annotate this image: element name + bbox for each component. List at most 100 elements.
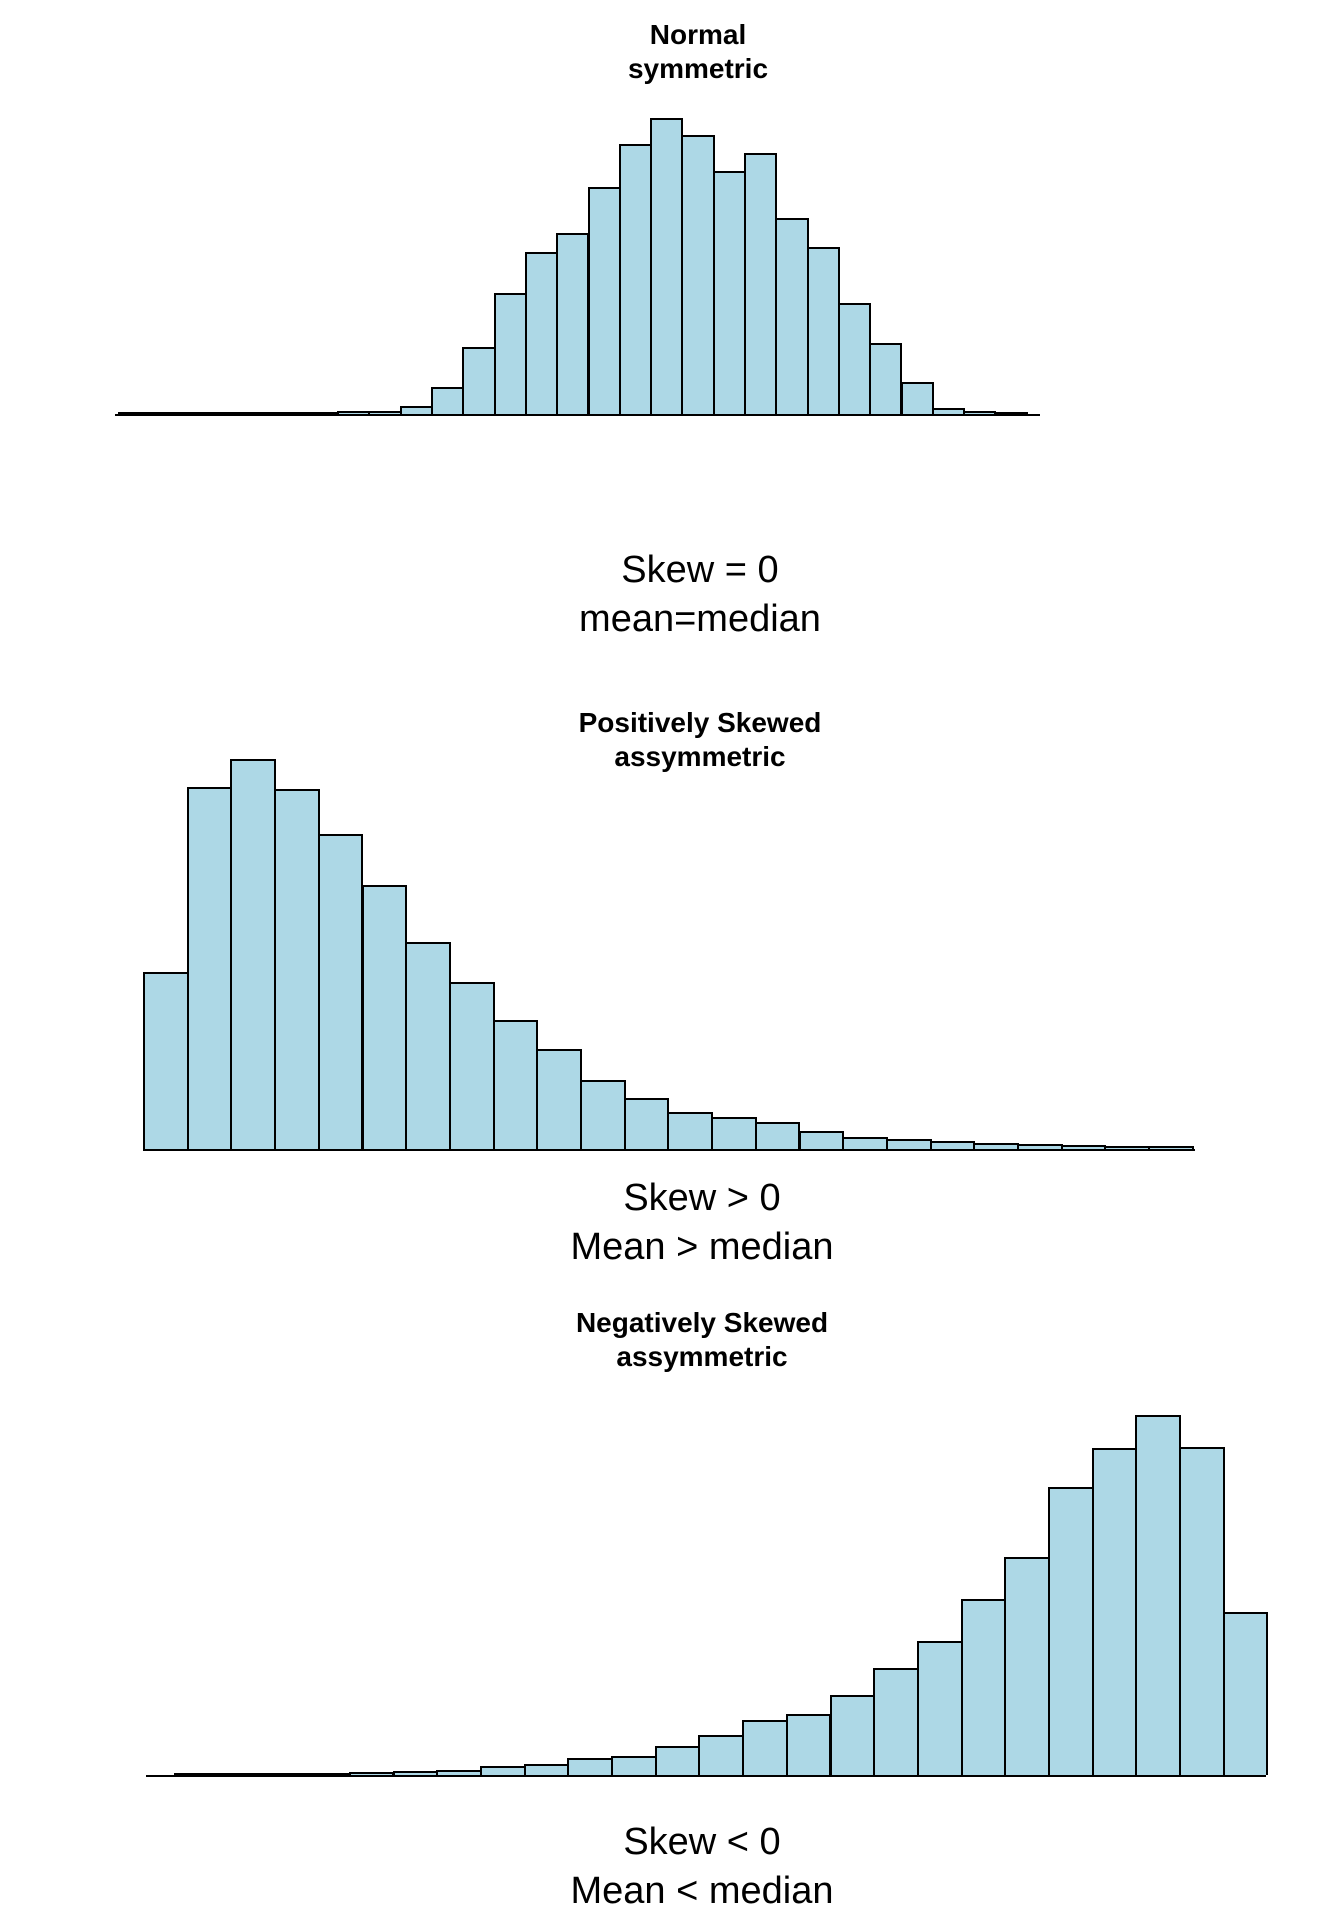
histogram-bar [580,1080,626,1149]
x-axis-line [143,1149,1195,1151]
chart-caption-line1: Skew = 0 [621,549,779,591]
histogram-bar [785,1714,832,1775]
chart-title-line1: Positively Skewed [578,707,822,738]
histogram-bar [994,412,1028,414]
histogram-bar [611,1756,657,1775]
histogram-bar [931,408,966,414]
histogram-bar [623,1098,670,1149]
histogram-bar [1091,1448,1138,1775]
chart-caption: Skew = 0 mean=median [579,546,821,643]
x-axis-line [146,1775,1266,1777]
chart-title: Negatively Skewed assymmetric [576,1306,828,1373]
histogram-bar [556,233,590,414]
histogram-bar [523,1764,570,1775]
chart-caption: Skew > 0 Mean > median [571,1174,834,1271]
histogram-bar [274,412,308,414]
histogram-bar [1148,1146,1194,1149]
histogram-bar [900,382,934,414]
histogram-bar [448,982,495,1149]
histogram-bar [536,1049,582,1149]
histogram-bar [492,1020,539,1149]
histogram-bar [963,411,997,414]
histogram-bar [243,412,277,414]
histogram-bar [885,1139,932,1149]
histogram-bar [775,218,809,414]
histogram-bar [230,759,277,1149]
histogram-bars [143,759,1194,1149]
histogram-bar [305,412,340,414]
histogram-bar [180,412,214,414]
histogram-bar [618,144,653,414]
histogram-bar [667,1112,714,1149]
histogram-bar [742,1720,788,1775]
chart-caption-line2: Mean > median [570,1225,834,1268]
chart-caption-line2: Mean < median [570,1869,834,1912]
histogram-bar [436,1770,482,1775]
histogram-bars [174,1415,1269,1775]
histogram-bar [317,834,364,1149]
chart-title-line1: Negatively Skewed [575,1307,829,1338]
histogram-bar [524,252,559,414]
histogram-bar [1048,1487,1094,1775]
histogram-bar [806,247,840,414]
histogram-bar [744,153,778,414]
histogram-bar [650,118,684,414]
histogram-bar [916,1641,963,1775]
histogram-bar [392,1771,439,1775]
histogram-bar [1104,1146,1151,1149]
histogram-bar [186,787,233,1149]
histogram-bar [118,412,152,414]
histogram-bar [869,343,903,414]
histogram-bar [143,972,189,1149]
histogram-bar [587,187,621,414]
chart-title-line2: symmetric [627,52,769,84]
histogram-bar [337,411,371,414]
histogram-bar [960,1599,1007,1775]
histogram-bar [479,1766,526,1775]
histogram-bar [274,789,320,1149]
chart-title: Positively Skewed assymmetric [579,706,822,773]
histogram-bars [118,118,1028,414]
histogram-bar [711,1117,757,1149]
chart-title-line2: assymmetric [614,740,786,772]
histogram-bar [567,1758,613,1775]
histogram-bar [842,1137,888,1149]
histogram-bar [348,1772,395,1775]
histogram-bar [837,303,872,414]
histogram-bar [174,1773,220,1775]
chart-caption-line1: Skew > 0 [623,1177,781,1219]
histogram-bar [361,885,408,1149]
chart-title-line2: assymmetric [616,1340,788,1372]
histogram-bar [462,347,496,414]
chart-title-line1: Normal [649,19,747,50]
histogram-bar [431,387,465,414]
histogram-bar [1004,1557,1050,1775]
histogram-bar [261,1773,308,1775]
chart-title: Normal symmetric [628,18,768,85]
chart-caption-line1: Skew < 0 [623,1821,781,1863]
x-axis-line [115,414,1040,416]
histogram-bar [217,1773,264,1775]
histogram-bar [973,1143,1019,1149]
histogram-bar [798,1131,845,1149]
histogram-bar [929,1141,976,1149]
histogram-bar [399,406,433,414]
histogram-bar [1222,1612,1269,1775]
histogram-bar [698,1735,745,1775]
histogram-bar [873,1668,919,1775]
histogram-bar [1179,1447,1225,1775]
histogram-bar [149,412,183,414]
histogram-bar [1017,1144,1063,1149]
histogram-bar [405,942,451,1149]
histogram-bar [211,412,246,414]
histogram-bar [368,411,402,414]
histogram-bar [1135,1415,1182,1775]
histogram-bar [493,293,527,414]
histogram-bar [681,135,715,414]
histogram-bar [654,1746,701,1775]
chart-caption: Skew < 0 Mean < median [571,1818,834,1915]
